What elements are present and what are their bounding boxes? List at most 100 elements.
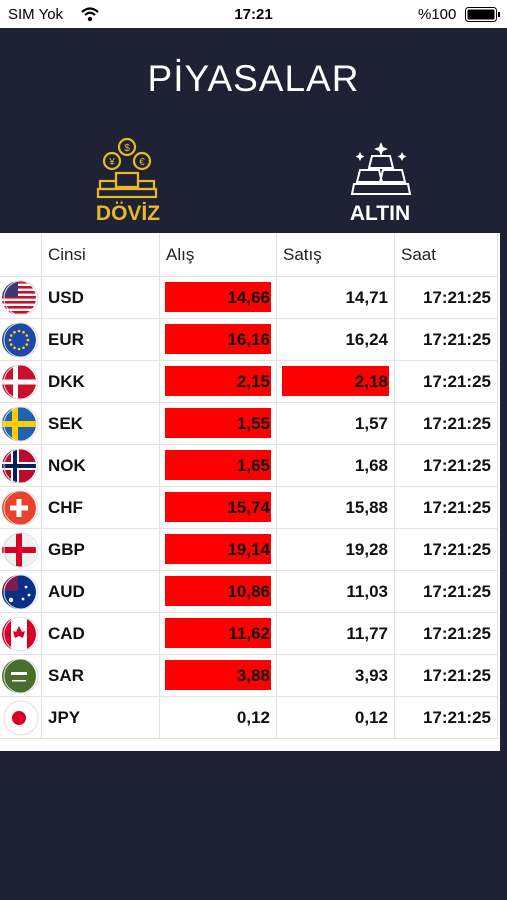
header-cell: Saat <box>395 233 498 277</box>
tab-doviz[interactable]: DÖVİZ <box>95 202 161 225</box>
currency-code: CAD <box>42 613 160 655</box>
currency-code: GBP <box>42 529 160 571</box>
sell-rate: 0,12 <box>354 708 388 727</box>
currency-code: JPY <box>42 697 160 739</box>
buy-rate: 19,14 <box>227 540 270 559</box>
svg-text:$: $ <box>124 143 130 154</box>
flag <box>2 532 39 568</box>
update-time-cell: 17:21:25 <box>395 655 498 697</box>
flag-cell <box>0 403 42 445</box>
update-time: 17:21:25 <box>422 498 491 517</box>
sell-rate: 15,88 <box>345 498 388 517</box>
flag <box>2 616 39 652</box>
flag-cell <box>0 655 42 697</box>
flag <box>2 406 39 442</box>
flag-cell <box>0 529 42 571</box>
flag <box>2 448 39 484</box>
buy-rate: 15,74 <box>227 498 270 517</box>
buy-rate-cell: 1,65 <box>160 445 277 487</box>
buy-rate-cell: 14,66 <box>160 277 277 319</box>
currency-code: EUR <box>42 319 160 361</box>
flag-cell <box>0 613 42 655</box>
buy-rate: 0,12 <box>236 708 270 727</box>
update-time: 17:21:25 <box>422 666 491 685</box>
update-time-cell: 17:21:25 <box>395 529 498 571</box>
flag-cell <box>0 487 42 529</box>
buy-rate-cell: 19,14 <box>160 529 277 571</box>
sell-rate-cell: 14,71 <box>277 277 395 319</box>
flag <box>2 658 39 694</box>
flag-cell <box>0 445 42 487</box>
gold-icon <box>350 142 412 195</box>
carrier: SIM Yok <box>8 6 64 23</box>
change-highlight <box>165 492 271 522</box>
buy-rate: 1,55 <box>236 414 270 433</box>
battery-text: %100 <box>418 6 457 23</box>
sell-rate-cell: 16,24 <box>277 319 395 361</box>
sell-rate: 11,03 <box>346 582 388 601</box>
sell-rate-cell: 15,88 <box>277 487 395 529</box>
update-time-cell: 17:21:25 <box>395 697 498 739</box>
update-time: 17:21:25 <box>422 330 491 349</box>
sell-rate-cell: 0,12 <box>277 697 395 739</box>
update-time-cell: 17:21:25 <box>395 319 498 361</box>
change-highlight <box>165 408 271 438</box>
sell-rate-cell: 11,03 <box>277 571 395 613</box>
buy-rate: 10,86 <box>227 582 270 601</box>
sell-rate: 3,93 <box>354 666 388 685</box>
flag <box>2 322 39 358</box>
buy-rate-cell: 11,62 <box>160 613 277 655</box>
sell-rate: 2,18 <box>354 372 388 391</box>
buy-rate-cell: 3,88 <box>160 655 277 697</box>
sell-rate: 14,71 <box>345 288 388 307</box>
update-time: 17:21:25 <box>422 414 491 433</box>
sell-rate-cell: 2,18 <box>277 361 395 403</box>
update-time-cell: 17:21:25 <box>395 487 498 529</box>
currency-code: SAR <box>42 655 160 697</box>
buy-rate: 11,62 <box>228 624 270 643</box>
change-highlight <box>165 282 271 312</box>
change-highlight <box>282 366 389 396</box>
change-highlight <box>165 660 271 690</box>
currency-code: CHF <box>42 487 160 529</box>
flag <box>2 490 39 526</box>
update-time-cell: 17:21:25 <box>395 277 498 319</box>
currency-code: USD <box>42 277 160 319</box>
sell-rate: 11,77 <box>346 624 388 643</box>
update-time: 17:21:25 <box>422 456 491 475</box>
header-cell: Satış <box>277 233 395 277</box>
buy-rate: 1,65 <box>236 456 270 475</box>
clock: 17:21 <box>234 6 273 23</box>
flag <box>2 574 39 610</box>
update-time-cell: 17:21:25 <box>395 403 498 445</box>
update-time-cell: 17:21:25 <box>395 445 498 487</box>
flag <box>2 280 39 316</box>
sell-rate: 1,57 <box>354 414 388 433</box>
update-time-cell: 17:21:25 <box>395 361 498 403</box>
currency-icon: $ ¥ € <box>96 137 158 199</box>
buy-rate-cell: 1,55 <box>160 403 277 445</box>
currency-code: SEK <box>42 403 160 445</box>
change-highlight <box>165 450 271 480</box>
sell-rate-cell: 1,68 <box>277 445 395 487</box>
header-cell: Cinsi <box>42 233 160 277</box>
update-time: 17:21:25 <box>422 624 491 643</box>
wifi-icon <box>81 7 99 22</box>
buy-rate-cell: 2,15 <box>160 361 277 403</box>
currency-code: DKK <box>42 361 160 403</box>
tab-altin[interactable]: ALTIN <box>349 202 411 225</box>
buy-rate-cell: 15,74 <box>160 487 277 529</box>
change-highlight <box>165 534 271 564</box>
sell-rate-cell: 19,28 <box>277 529 395 571</box>
header-cell <box>0 233 42 277</box>
flag-cell <box>0 697 42 739</box>
buy-rate-cell: 16,16 <box>160 319 277 361</box>
sell-rate-cell: 1,57 <box>277 403 395 445</box>
update-time: 17:21:25 <box>422 540 491 559</box>
flag-cell <box>0 277 42 319</box>
rates-table: Cinsi Alış Satış Saat USD 14,66 14,71 17:21:25 E… <box>0 233 500 751</box>
status-bar: SIM Yok 17:21 %100 <box>0 0 507 28</box>
battery-icon <box>465 7 500 22</box>
update-time: 17:21:25 <box>422 582 491 601</box>
